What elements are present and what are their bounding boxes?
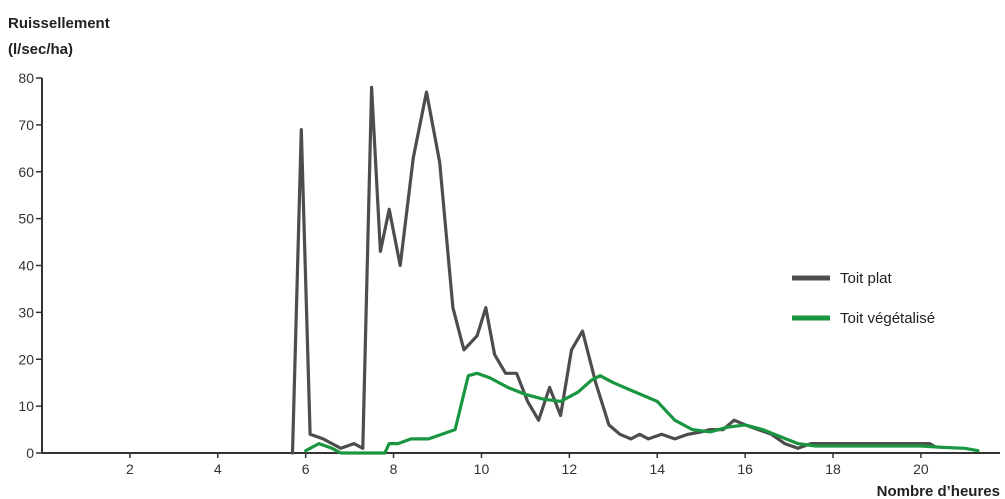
y-tick-label: 50 <box>18 211 34 227</box>
x-tick-label: 12 <box>562 461 578 477</box>
y-tick-label: 70 <box>18 117 34 133</box>
x-ticks: 2 4 6 8 10 12 14 16 18 20 <box>126 453 929 477</box>
series-lines <box>290 85 980 455</box>
y-tick-label: 30 <box>18 304 34 320</box>
axes <box>41 78 1000 454</box>
y-axis-title-line-2: (l/sec/ha) <box>8 41 73 58</box>
series-line-toit-vegetalise <box>304 371 980 455</box>
x-tick-label: 8 <box>390 461 398 477</box>
y-tick-label: 0 <box>26 445 34 461</box>
x-tick-label: 4 <box>214 461 222 477</box>
x-tick-label: 14 <box>649 461 665 477</box>
x-axis-title: Nombre d’heures <box>877 483 1000 499</box>
x-tick-label: 16 <box>737 461 753 477</box>
legend: Toit plat Toit végétalisé <box>792 270 935 327</box>
legend-label: Toit plat <box>840 270 893 287</box>
x-tick-label: 2 <box>126 461 134 477</box>
legend-label: Toit végétalisé <box>840 310 935 327</box>
series-line-toit-plat <box>290 85 936 455</box>
x-tick-label: 18 <box>825 461 841 477</box>
y-ticks: 0 10 20 30 40 50 60 70 80 <box>18 70 42 461</box>
x-tick-label: 20 <box>913 461 929 477</box>
y-tick-label: 10 <box>18 398 34 414</box>
x-tick-label: 10 <box>474 461 490 477</box>
y-tick-label: 80 <box>18 70 34 86</box>
y-axis-title-line-1: Ruissellement <box>8 15 110 32</box>
y-tick-label: 20 <box>18 351 34 367</box>
y-tick-label: 40 <box>18 258 34 274</box>
y-tick-label: 60 <box>18 164 34 180</box>
x-tick-label: 6 <box>302 461 310 477</box>
